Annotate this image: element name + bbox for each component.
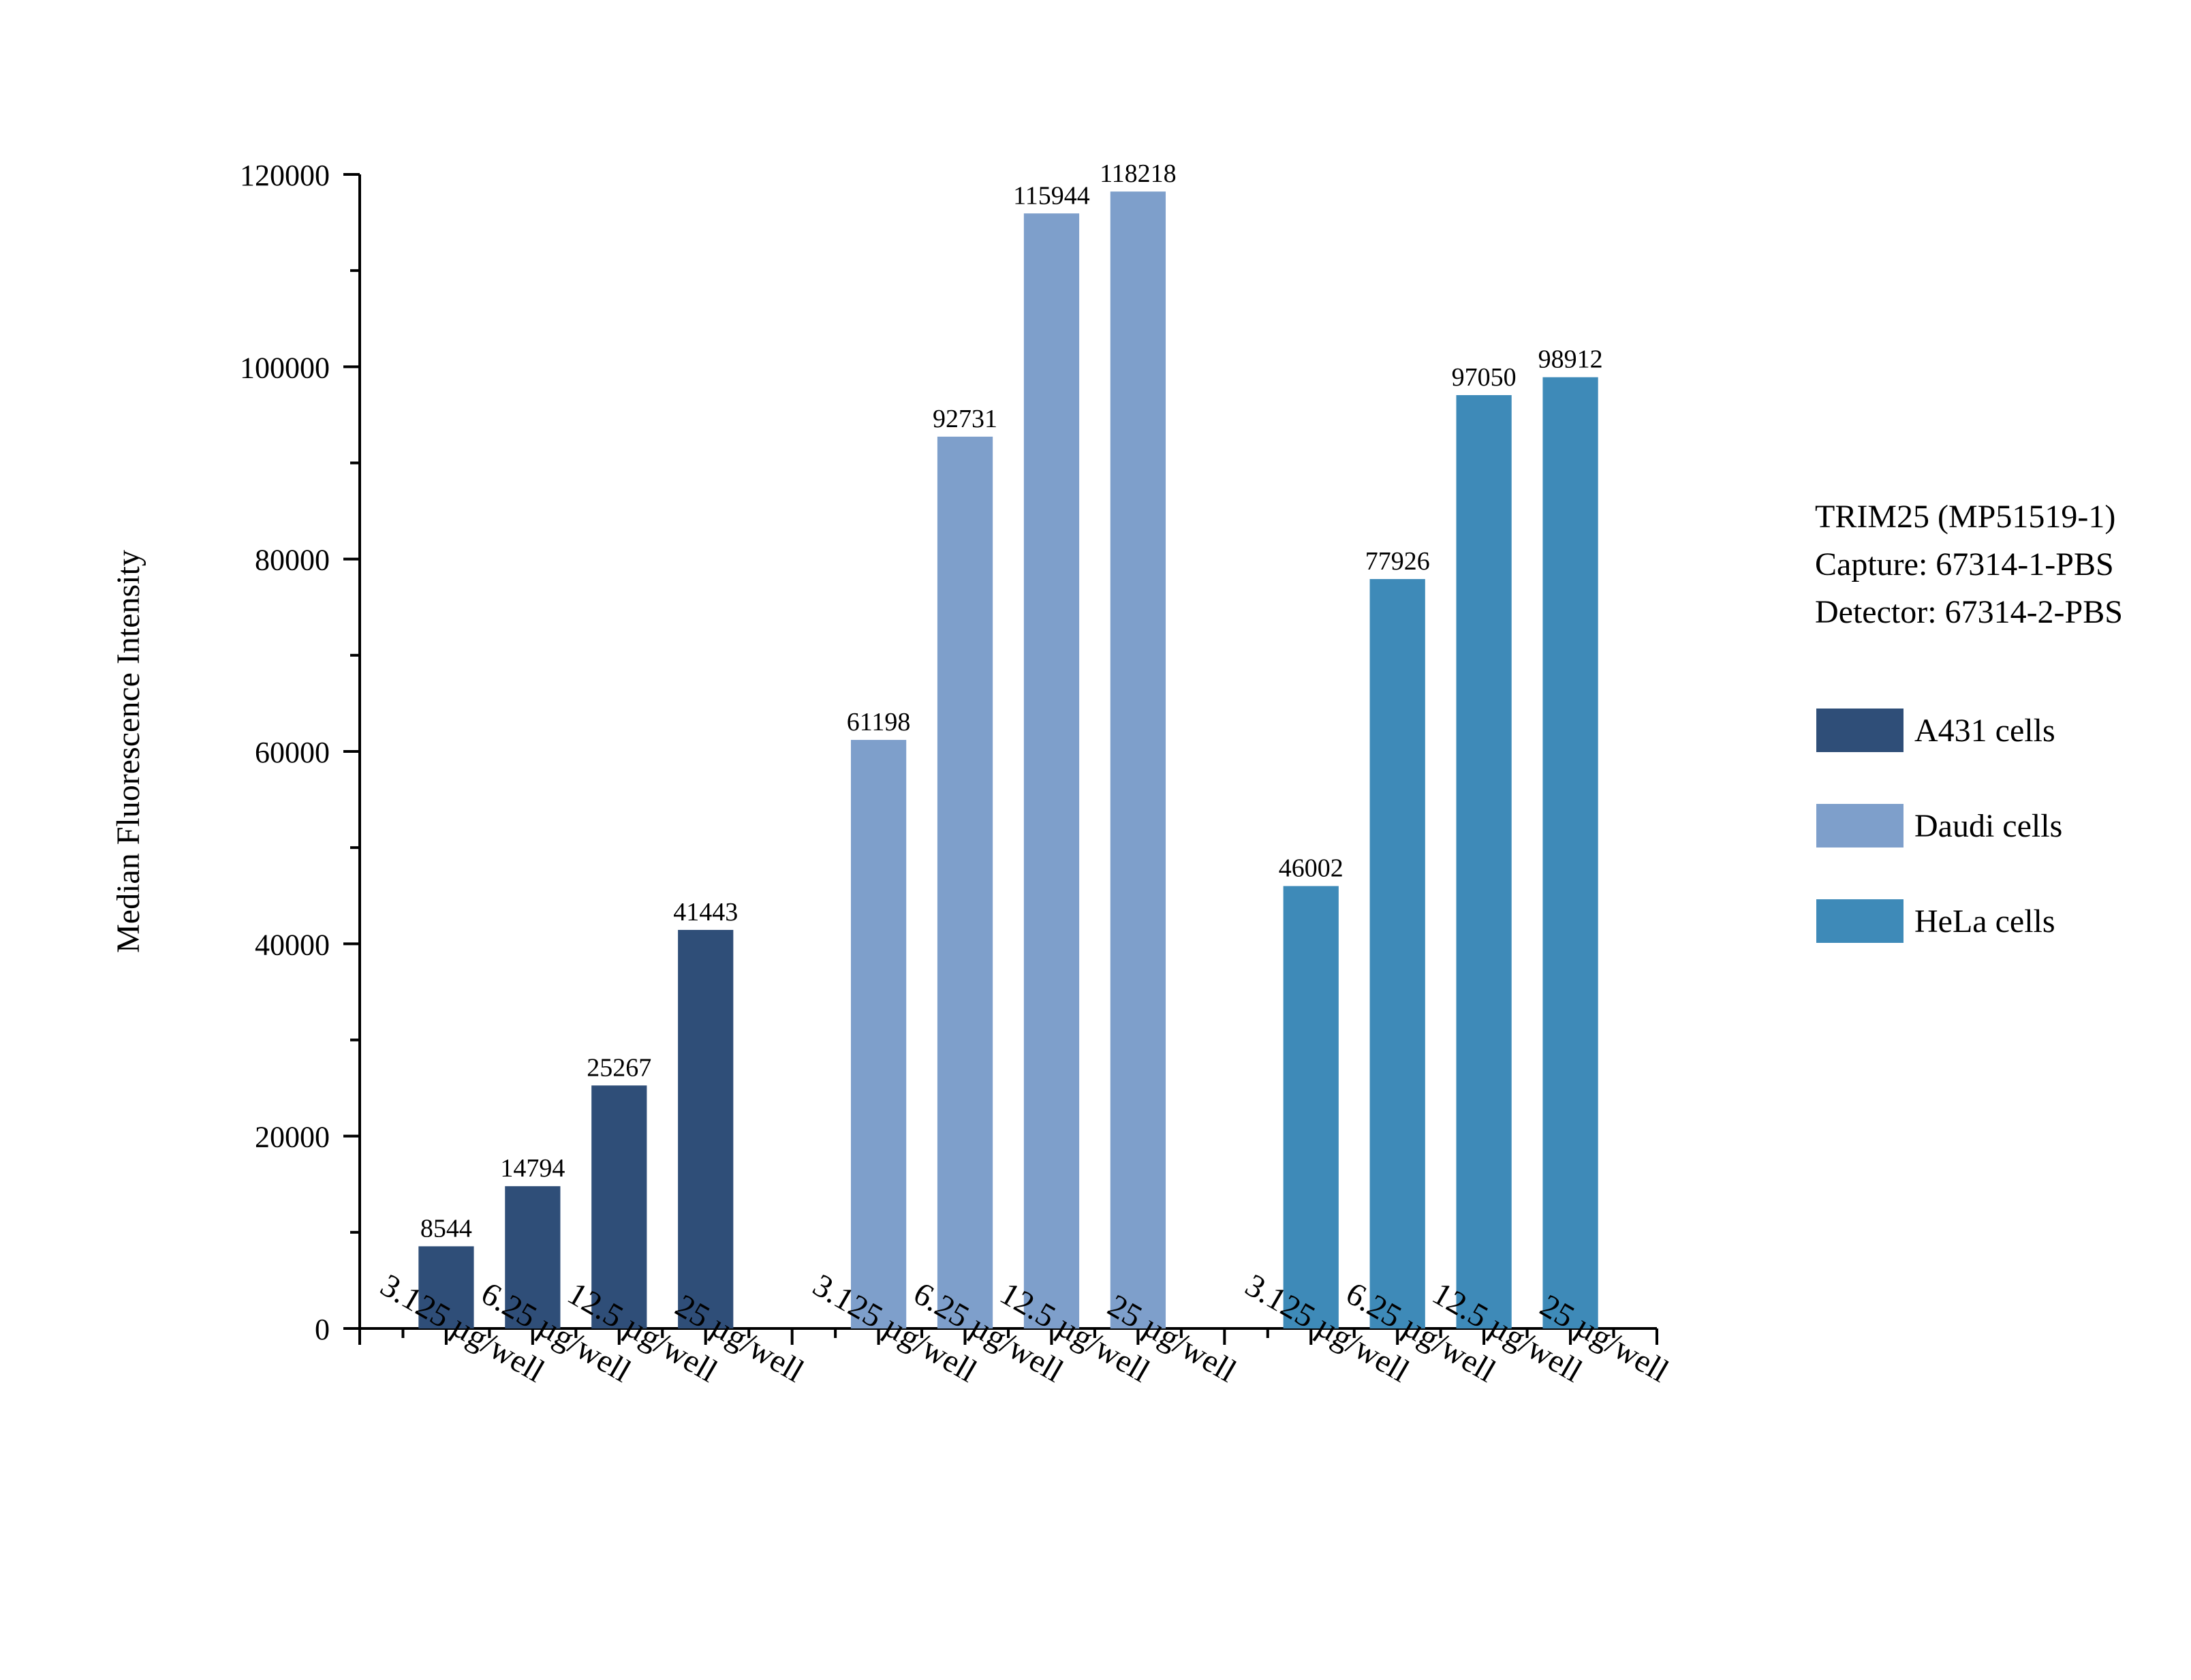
y-axis-label: Median Fluorescence Intensity [110,550,146,953]
bar-value-label: 115944 [1013,181,1090,210]
bar [1542,377,1598,1328]
bar [418,1246,474,1328]
bar-value-label: 97050 [1452,363,1517,392]
bar [937,436,993,1328]
legend-item-daudi: Daudi cells [1816,804,2062,847]
bar-value-label: 77926 [1365,547,1430,576]
legend-item-hela: HeLa cells [1816,899,2055,943]
bar [1023,213,1080,1328]
bar [505,1186,561,1328]
legend-label-a431: A431 cells [1914,712,2055,749]
bar-value-label: 118218 [1100,159,1177,188]
legend-label-daudi: Daudi cells [1914,807,2063,844]
legend-title-line-1: TRIM25 (MP51519-1) [1815,499,2116,535]
legend-swatch-a431 [1816,709,1903,752]
bar-value-label: 98912 [1538,345,1603,374]
bar-value-label: 14794 [500,1154,565,1183]
bar-value-label: 25267 [587,1053,651,1082]
legend-swatch-hela [1816,899,1903,943]
y-tick-label: 120000 [240,159,330,192]
legend-label-hela: HeLa cells [1914,903,2055,939]
bar [1110,191,1166,1329]
legend-item-a431: A431 cells [1816,709,2055,752]
bar [1369,578,1425,1329]
y-tick-label: 20000 [255,1121,330,1154]
bar [1456,394,1512,1328]
bar-value-label: 46002 [1279,854,1343,883]
y-tick-label: 80000 [255,544,330,577]
legend-title-line-2: Capture: 67314-1-PBS [1815,546,2114,582]
y-tick-label: 60000 [255,736,330,769]
bar [591,1085,647,1328]
bar [678,929,734,1328]
legend-title-line-3: Detector: 67314-2-PBS [1815,594,2123,630]
bar [1283,886,1339,1328]
y-tick-label: 100000 [240,351,330,384]
legend-title: TRIM25 (MP51519-1) Capture: 67314-1-PBS … [1815,493,2123,636]
bar-value-label: 61198 [847,708,911,736]
bar [850,740,907,1328]
y-tick-label: 0 [315,1313,330,1346]
legend-swatch-daudi [1816,804,1903,847]
y-tick-label: 40000 [255,928,330,961]
bar-value-label: 41443 [673,898,738,927]
bar-value-label: 8544 [420,1214,472,1243]
bar-value-label: 92731 [933,405,997,433]
